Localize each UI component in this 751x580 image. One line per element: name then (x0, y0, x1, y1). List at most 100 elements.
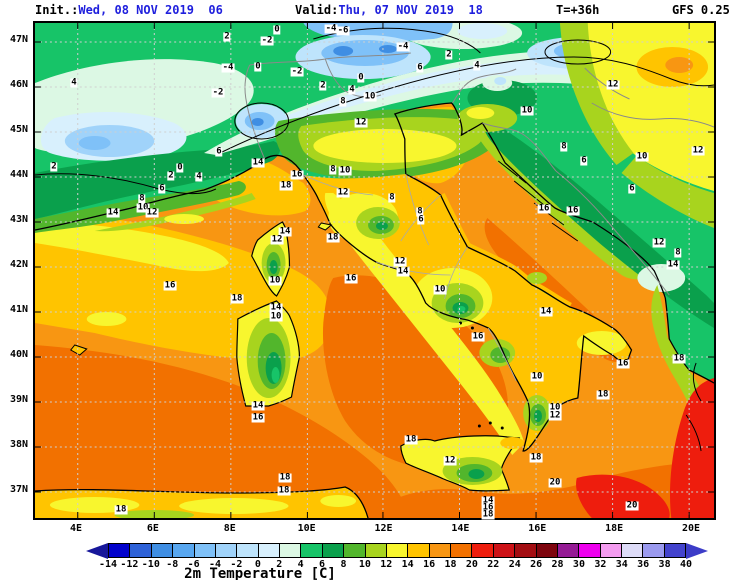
colorbar-tick: 2 (276, 559, 283, 570)
lat-label: 46N (9, 79, 28, 90)
colorbar-segment (130, 543, 152, 558)
colorbar-segment (429, 543, 451, 558)
pannonia-west-chartreuse (559, 23, 634, 165)
chart-caption: 2m Temperature [C] (184, 566, 336, 580)
init-header: Init.:Wed, 08 NOV 2019 06 (35, 3, 223, 17)
colorbar-segment (493, 543, 516, 558)
colorbar-segment (280, 543, 302, 558)
central-alps-cold-spot1 (333, 46, 354, 56)
puglia-yellow (576, 331, 627, 355)
colorbar-segment (515, 543, 537, 558)
latitude-axis: 47N 46N 45N 44N 43N 42N 41N 40N 39N 38N 37N (0, 21, 30, 520)
colorbar-segment (322, 543, 345, 558)
colorbar-right-arrow (686, 543, 708, 559)
sea-languedoc-yellow-strip (35, 221, 229, 272)
colorbar-tick: -14 (98, 559, 118, 570)
africa-yellow3 (320, 495, 357, 507)
calabria-dark-core (534, 410, 543, 422)
sea-red-ionian-east (670, 378, 714, 518)
greek-coast (685, 362, 702, 452)
colorbar-tick: -4 (209, 559, 222, 570)
colorbar-segment (579, 543, 601, 558)
colorbar-tick: 36 (637, 559, 650, 570)
map-canvas (35, 23, 714, 518)
colorbar-segment (215, 543, 238, 558)
valid-label: Valid: (295, 3, 339, 17)
model-name: GFS 0.25 (672, 3, 730, 17)
colorbar-tick: -8 (166, 559, 179, 570)
abruzzo-emerald-dot (457, 306, 466, 312)
colorbar-tick: 0 (254, 559, 261, 570)
grid-lines (35, 23, 714, 518)
colorbar-tick: 6 (319, 559, 326, 570)
gargano-green (527, 272, 547, 284)
bavaria-pale (457, 23, 508, 39)
lat-label: 42N (9, 259, 28, 270)
lon-label: 20E (681, 523, 701, 534)
lead-time: T=+36h (556, 3, 600, 17)
dalmatian-islets (497, 160, 579, 242)
lat-label: 40N (9, 349, 28, 360)
lon-label: 14E (451, 523, 470, 534)
sardinia-emerald-spot (271, 367, 280, 383)
colorbar-segment (600, 543, 622, 558)
colorbar-tick: 38 (658, 559, 671, 570)
colorbar-tick: 32 (594, 559, 607, 570)
colorbar-tick: 34 (615, 559, 628, 570)
colorbar-segment (386, 543, 409, 558)
lon-label: 4E (69, 523, 83, 534)
axis-ticks (35, 23, 714, 518)
lon-label: 12E (374, 523, 393, 534)
lat-label: 45N (9, 124, 28, 135)
init-datetime: Wed, 08 NOV 2019 06 (78, 3, 223, 17)
sea-southwest-warm (35, 345, 411, 518)
lat-label: 37N (9, 484, 28, 495)
lon-label: 18E (605, 523, 624, 534)
temperature-map (33, 21, 716, 520)
colorbar-tick: -6 (187, 559, 200, 570)
france-south-darkgreen (35, 141, 281, 219)
sea-red-blob-south (576, 474, 670, 518)
colorbar-tick: 10 (358, 559, 371, 570)
colorbar-segment (194, 543, 216, 558)
lat-label: 41N (9, 304, 28, 315)
colorbar-segment (258, 543, 280, 558)
lat-label: 44N (9, 169, 28, 180)
west-alps-cold-spot (251, 118, 264, 126)
colorbar-segment (301, 543, 323, 558)
elba (317, 222, 333, 231)
valid-datetime: Thu, 07 NOV 2019 18 (338, 3, 483, 17)
tuscany-dark-core (375, 222, 388, 230)
julian-alps-blue (494, 77, 507, 85)
colorbar-tick: -10 (141, 559, 160, 570)
sea-yellow-patch (86, 312, 127, 326)
colorbar-segment (344, 543, 366, 558)
colorbar-tick: 26 (530, 559, 543, 570)
apennine-yellow-spine (324, 193, 525, 455)
colorbar-tick: 40 (679, 559, 692, 570)
colorbar-segment (151, 543, 174, 558)
colorbar-tick: 8 (340, 559, 347, 570)
temp-contours (35, 27, 714, 194)
lon-label: 16E (528, 523, 547, 534)
pannonia-south-chartreuse (621, 156, 714, 228)
colorbar-segment (173, 543, 195, 558)
colorbar-segment (408, 543, 430, 558)
po-valley-yellow-core (313, 129, 457, 163)
lon-label: 10E (297, 523, 316, 534)
lon-label: 8E (223, 523, 236, 534)
pannonia-orange-core (665, 57, 694, 73)
istria-yellow (466, 107, 495, 119)
massif-central-core (78, 136, 111, 150)
colorbar-tick: 24 (508, 559, 521, 570)
colorbar-left-arrow (86, 543, 108, 559)
colorbar-segment (643, 543, 665, 558)
menorca (70, 344, 88, 356)
valid-header: Valid:Thu, 07 NOV 2019 18 (295, 3, 483, 17)
colorbar-tick: 30 (572, 559, 585, 570)
colorbar-tick: -2 (230, 559, 243, 570)
colorbar-segment (472, 543, 494, 558)
colorbar-tick: 14 (401, 559, 414, 570)
sicily-dark-core (468, 469, 485, 479)
